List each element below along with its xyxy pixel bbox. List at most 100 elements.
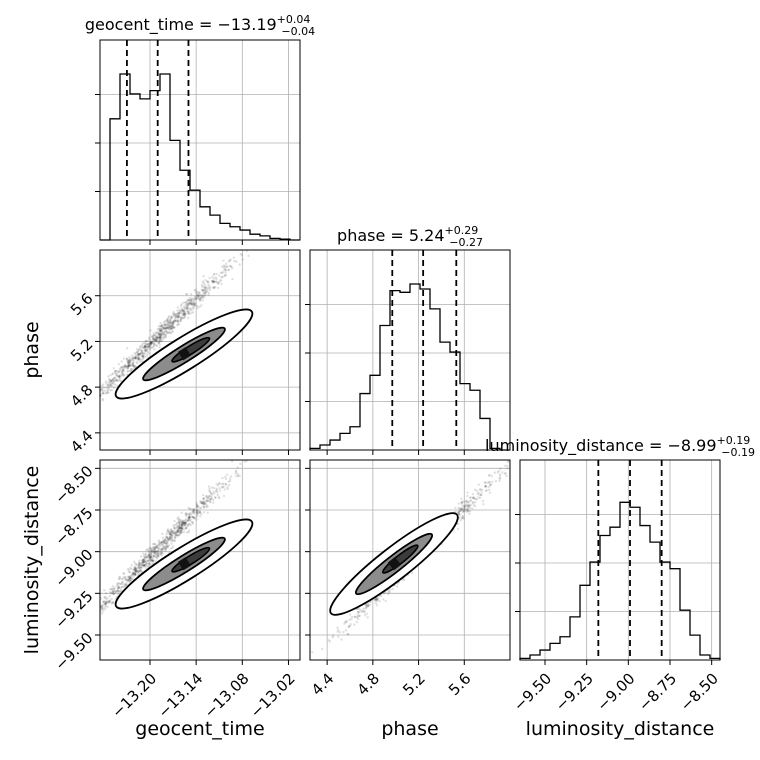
sample-point [177, 524, 181, 528]
sample-point [163, 327, 167, 330]
sample-point [166, 538, 170, 542]
sample-point [166, 541, 169, 544]
sample-point [163, 330, 167, 334]
sample-point [191, 511, 195, 514]
sample-point [125, 583, 128, 586]
sample-point [154, 559, 157, 562]
sample-point [142, 563, 146, 567]
sample-point [167, 324, 170, 327]
sample-point [104, 600, 108, 604]
sample-point [134, 357, 138, 360]
sample-point [180, 522, 184, 525]
sample-point [484, 485, 487, 488]
sample-point [166, 539, 169, 543]
sample-point [173, 532, 176, 535]
sample-point [222, 494, 226, 498]
sample-point [179, 530, 183, 533]
sample-point [166, 528, 170, 531]
sample-point [146, 559, 149, 562]
sample-point [149, 342, 152, 345]
sample-point [150, 340, 153, 343]
sample-point [468, 512, 471, 516]
sample-point [177, 312, 180, 315]
sample-point [156, 557, 159, 560]
sample-point [107, 385, 111, 388]
sample-point [157, 332, 161, 335]
sample-point [118, 576, 122, 579]
sample-point [204, 290, 207, 294]
sample-point [125, 582, 128, 585]
sample-point [140, 563, 144, 567]
sample-point [161, 532, 164, 536]
sample-point [121, 373, 124, 377]
sample-point [224, 483, 228, 486]
sample-point [141, 352, 145, 356]
sample-point [142, 559, 145, 562]
sample-point [192, 509, 195, 512]
sample-point [168, 530, 171, 533]
sample-point [159, 328, 162, 331]
sample-point [154, 551, 157, 554]
sample-point [216, 282, 220, 286]
sample-point [170, 542, 173, 545]
sample-point [146, 348, 150, 351]
sample-point [124, 365, 128, 369]
sample-point [129, 566, 132, 570]
sample-point [144, 348, 148, 351]
sample-point [193, 289, 197, 292]
sample-point [142, 352, 146, 356]
sample-point [202, 292, 205, 295]
sample-point [152, 337, 156, 341]
sample-point [166, 324, 169, 327]
sample-point [132, 356, 135, 359]
sample-point [105, 604, 108, 607]
sample-point [181, 308, 184, 311]
sample-point [155, 340, 158, 343]
sample-point [222, 482, 225, 485]
sample-point [207, 497, 210, 500]
sample-point [332, 634, 335, 637]
sample-point [202, 504, 205, 508]
sample-point [133, 352, 136, 355]
sample-point [124, 584, 127, 587]
grid [100, 40, 300, 240]
sample-point [181, 527, 185, 531]
sample-point [215, 487, 218, 490]
sample-point [224, 477, 228, 481]
sample-point [161, 324, 164, 327]
sample-point [163, 322, 166, 325]
sample-point [198, 511, 202, 514]
sample-point [178, 522, 181, 525]
sample-point [162, 540, 166, 544]
sample-point [169, 327, 173, 330]
sample-point [135, 356, 138, 359]
sample-point [212, 277, 216, 280]
sample-point [156, 554, 160, 558]
sample-point [146, 350, 149, 354]
sample-point [118, 367, 122, 370]
sample-point [172, 321, 175, 324]
sample-point [152, 331, 155, 335]
sample-point [182, 316, 185, 320]
sample-point [152, 559, 155, 563]
sample-point [215, 281, 218, 284]
sample-point [198, 299, 202, 302]
sample-point [168, 531, 171, 535]
sample-point [365, 612, 369, 615]
sample-point [170, 321, 173, 325]
sample-point [172, 312, 175, 315]
sample-point [199, 298, 202, 302]
sample-point [140, 349, 144, 352]
sample-point [149, 342, 153, 346]
sample-point [182, 530, 186, 534]
sample-point [488, 473, 491, 477]
sample-point [178, 308, 181, 312]
sample-point [158, 329, 162, 332]
sample-point [104, 605, 107, 608]
sample-point [136, 350, 139, 354]
sample-point [182, 309, 186, 313]
sample-point [197, 505, 200, 508]
sample-point [142, 345, 145, 349]
sample-point [150, 555, 153, 558]
sample-point [155, 337, 159, 341]
